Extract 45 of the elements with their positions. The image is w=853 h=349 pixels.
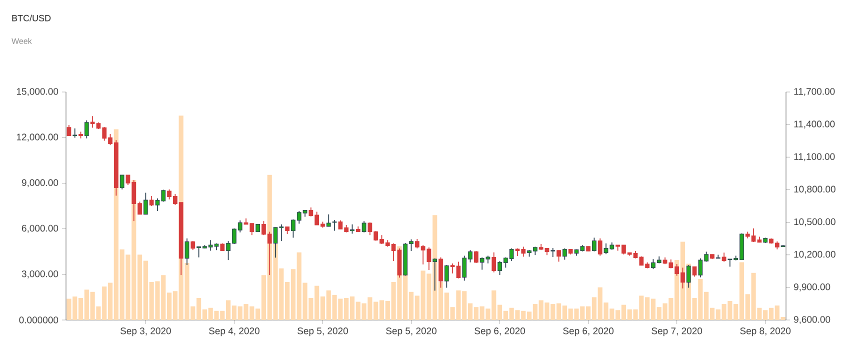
y-tick-label: 15,000.00 <box>16 88 58 96</box>
candlestick <box>149 196 154 206</box>
x-tick-label: Sep 6, 2020 <box>474 328 526 336</box>
y-tick-label: 9,000.00 <box>22 179 58 188</box>
chart-title: BTC/USD <box>12 14 51 22</box>
candlestick <box>143 192 148 215</box>
x-tick-label: Sep 4, 2020 <box>209 328 260 336</box>
candlestick <box>84 120 89 139</box>
candlestick <box>120 174 124 190</box>
x-tick-label: Sep 5, 2020 <box>386 328 436 336</box>
x-tick-label: Sep 7, 2020 <box>652 328 702 336</box>
candlestick <box>550 248 556 258</box>
candlestick <box>492 252 496 273</box>
y2-tick-label: 10,500.00 <box>794 218 836 226</box>
candlestick <box>592 237 596 252</box>
chart-subtitle: Week <box>12 38 32 44</box>
y-tick-label: 0.000000 <box>19 316 58 324</box>
candlestick <box>66 124 72 136</box>
y2-tick-label: 11,700.00 <box>794 88 835 96</box>
y-tick-label: 3,000.00 <box>22 270 58 278</box>
y2-tick-label: 10,200.00 <box>794 250 836 259</box>
y-tick-label: 12,000.00 <box>16 134 58 142</box>
candlestick <box>474 250 478 264</box>
candlestick <box>722 252 726 262</box>
y2-tick-label: 10,800.00 <box>794 186 836 194</box>
x-tick-label: Sep 6, 2020 <box>563 328 614 336</box>
y2-tick-label: 11,400.00 <box>794 120 835 129</box>
candlestick <box>692 266 697 278</box>
candlestick <box>72 128 78 138</box>
candlestick <box>562 248 567 260</box>
candlestick <box>326 214 331 227</box>
x-tick-label: Sep 8, 2020 <box>740 328 791 336</box>
candlestick <box>556 250 561 262</box>
candlestick <box>350 224 354 234</box>
candlestick <box>432 258 438 292</box>
y2-tick-label: 9,600.00 <box>794 316 830 324</box>
candlestick <box>598 238 602 256</box>
candlestick <box>362 220 366 233</box>
y-tick-label: 6,000.00 <box>22 224 58 233</box>
x-tick-label: Sep 3, 2020 <box>120 328 171 336</box>
candlestick <box>444 264 449 288</box>
y2-tick-label: 11,100.00 <box>794 153 835 162</box>
candlestick <box>190 240 196 251</box>
y2-tick-label: 9,900.00 <box>794 284 830 292</box>
x-tick-label: Sep 5, 2020 <box>298 328 348 336</box>
